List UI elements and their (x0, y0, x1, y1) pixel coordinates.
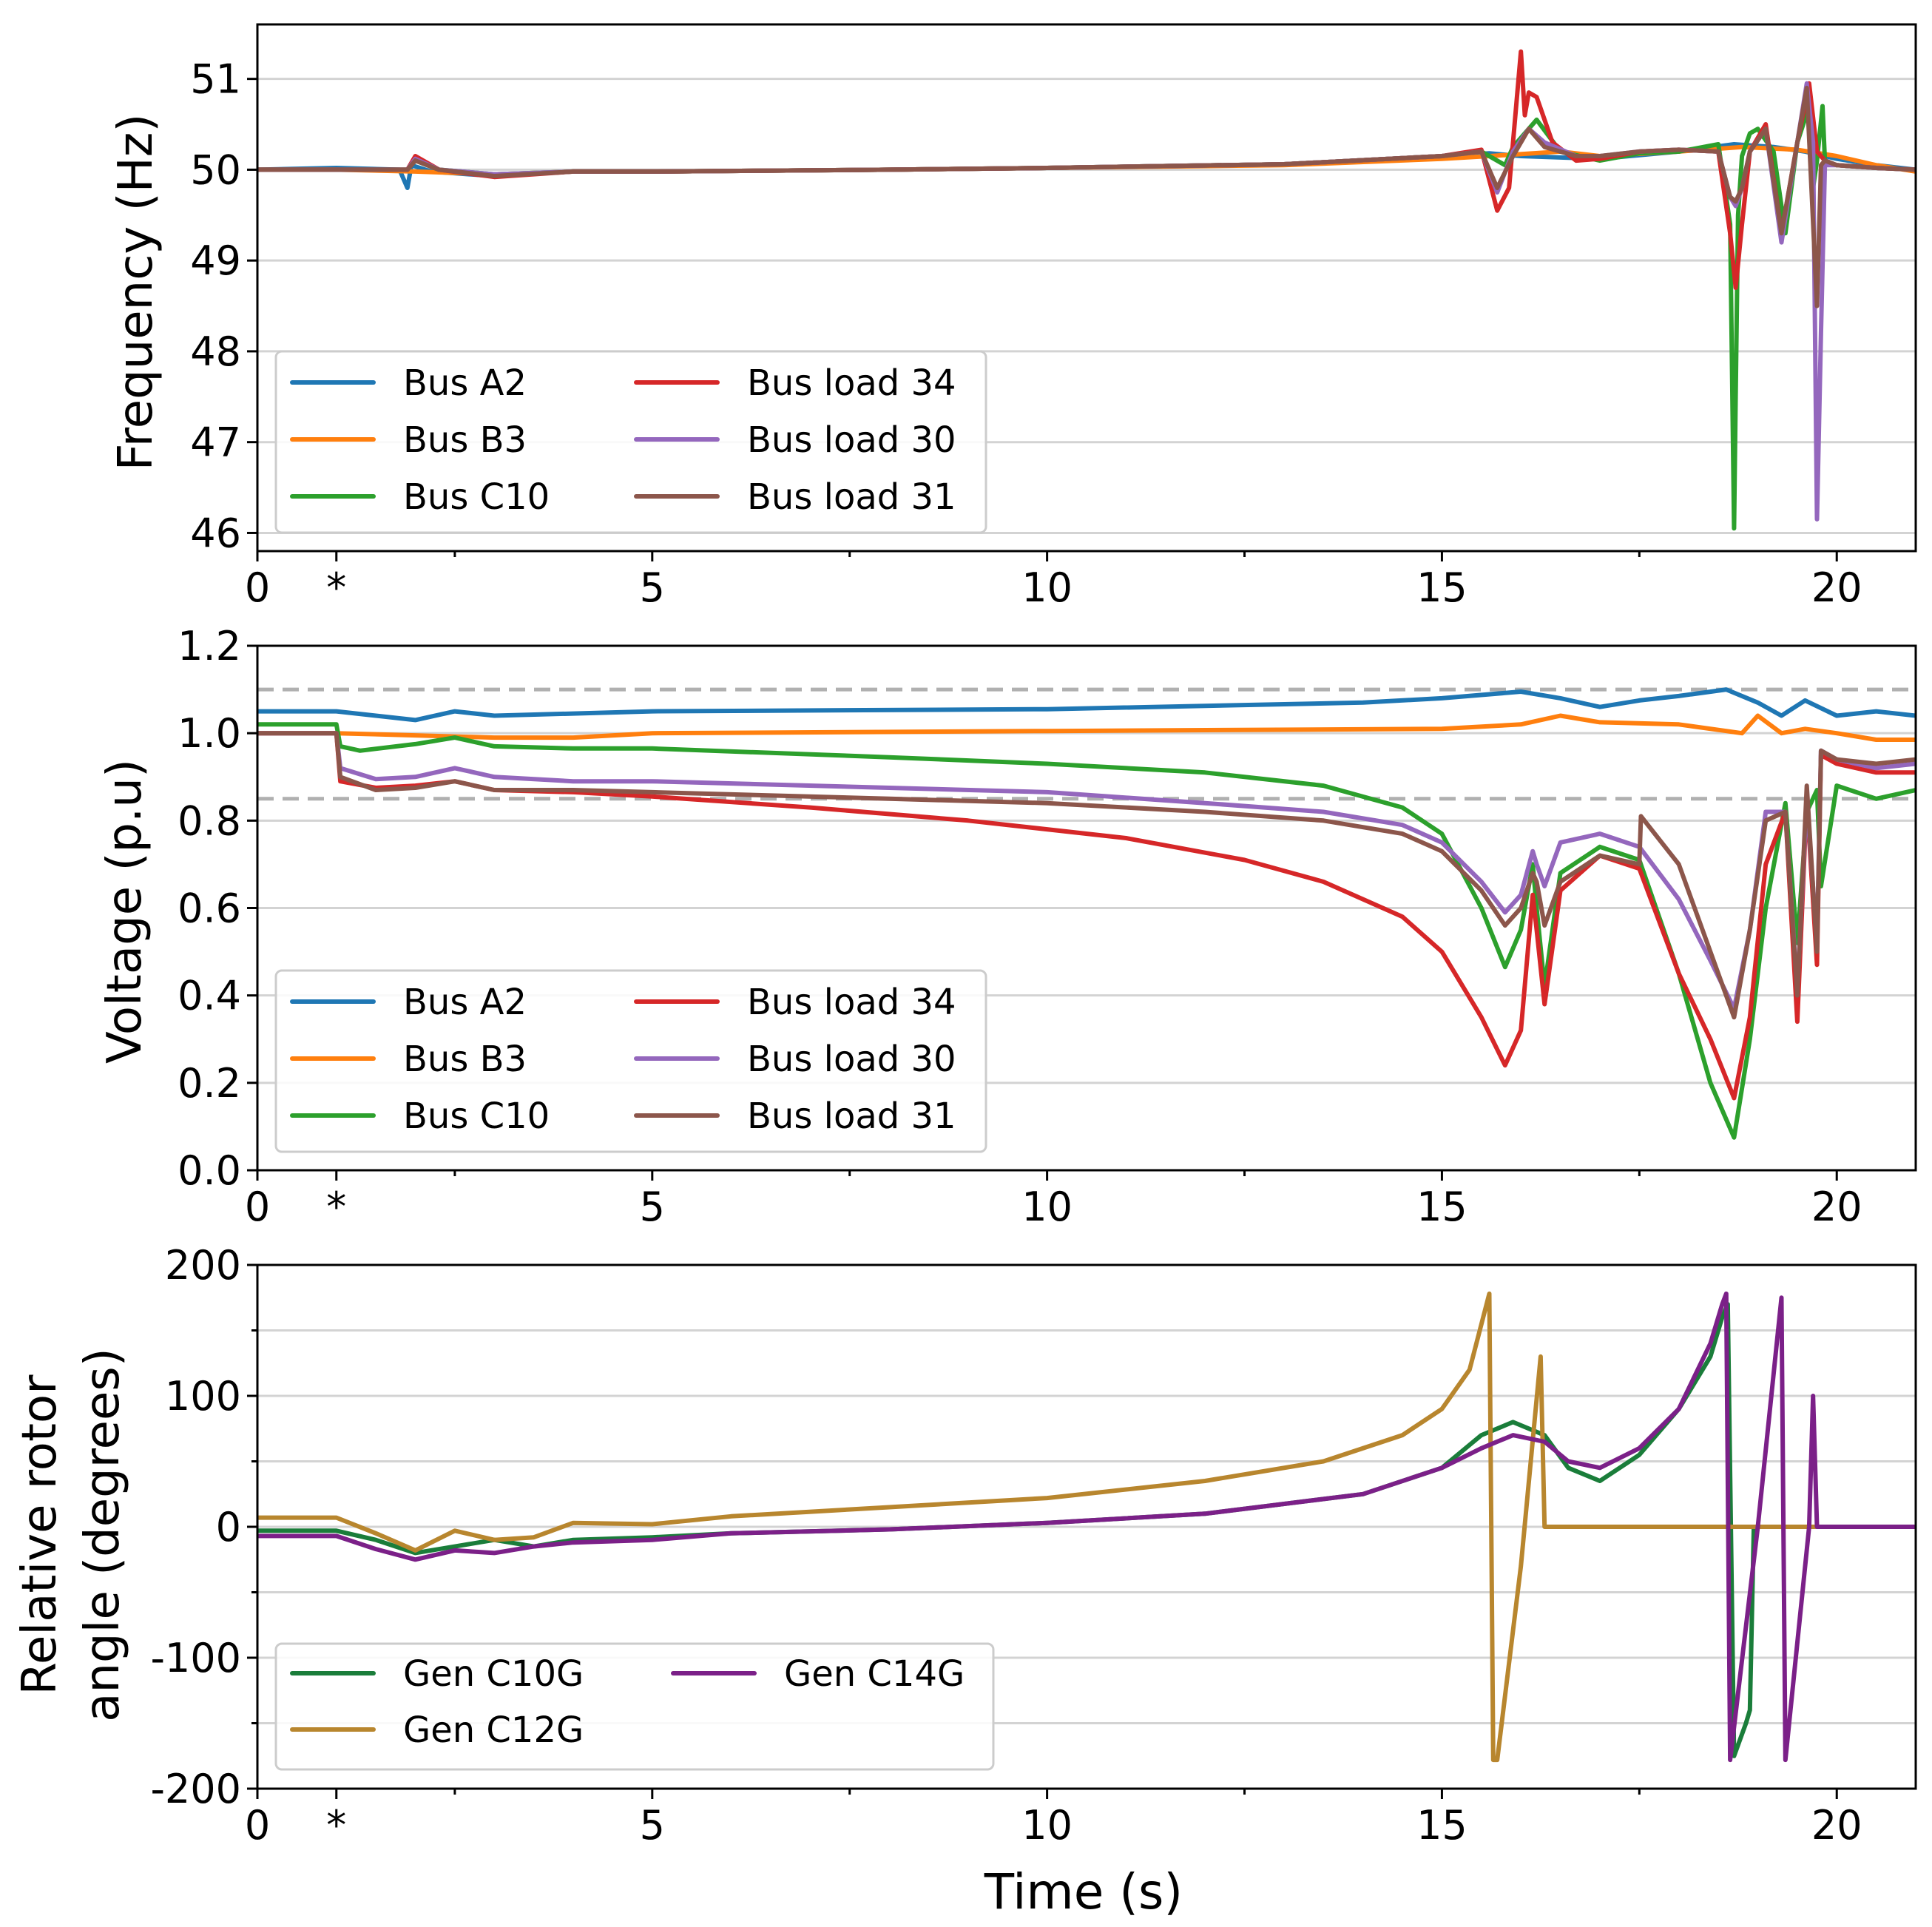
xtick-label: 0 (245, 1802, 270, 1849)
rotor-angle-legend: Gen C10G Gen C12G Gen C14G (274, 1642, 995, 1771)
time-xlabel: Time (s) (984, 1863, 1183, 1920)
series-line-bus-a2 (257, 687, 1916, 723)
ytick-label: 0.0 (178, 1147, 241, 1194)
series-line-bus-load-31 (257, 85, 1916, 308)
ytick-label: 0.8 (178, 797, 241, 844)
xtick-label: 0 (245, 1184, 270, 1230)
series-line-gen-c14g (257, 1291, 1916, 1763)
legend-label: Gen C10G (403, 1653, 584, 1695)
series-line-bus-c10 (257, 722, 1916, 1140)
ytick-label: 47 (190, 419, 241, 466)
legend-label: Bus B3 (403, 1039, 527, 1080)
legend-box (274, 1642, 995, 1771)
frequency-ylabel: Frequency (Hz) (109, 114, 163, 471)
ytick-label: 0 (216, 1504, 241, 1550)
xtick-label: 10 (1021, 564, 1073, 611)
xtick-label: 5 (640, 1802, 665, 1849)
legend-box (274, 350, 987, 534)
xtick-label: 0 (245, 564, 270, 611)
voltage-ylabel: Voltage (p.u) (98, 759, 152, 1064)
xtick-label: * (326, 1184, 346, 1230)
legend-label: Bus load 31 (747, 1096, 956, 1137)
series-line-bus-b3 (257, 713, 1916, 742)
ytick-label: 50 (190, 146, 241, 193)
xtick-label: 15 (1416, 564, 1467, 611)
voltage-legend: Bus A2 Bus B3 Bus C10 Bus load 34 Bus load 3… (274, 969, 987, 1153)
xtick-label: 15 (1416, 1184, 1467, 1230)
rotor-angle-ylabel-line-2: angle (degrees) (75, 1348, 130, 1721)
frequency-legend: Bus A2 Bus B3 Bus C10 Bus load 34 Bus load 3… (274, 350, 987, 534)
ytick-label: 49 (190, 237, 241, 284)
legend-label: Gen C12G (403, 1710, 584, 1751)
rotor-angle-series (257, 1291, 1916, 1763)
xtick-label: 10 (1021, 1802, 1073, 1849)
legend-label: Bus load 34 (747, 362, 956, 404)
xtick-label: 10 (1021, 1184, 1073, 1230)
legend-label: Bus load 30 (747, 419, 956, 461)
legend-label: Bus load 30 (747, 1039, 956, 1080)
ytick-label: 48 (190, 328, 241, 375)
legend-label: Bus B3 (403, 419, 527, 461)
ytick-label: 0.4 (178, 973, 241, 1019)
legend-label: Bus load 31 (747, 476, 956, 518)
legend-label: Gen C14G (784, 1653, 965, 1695)
ytick-label: 46 (190, 510, 241, 556)
xtick-label: 5 (640, 1184, 665, 1230)
ytick-label: 0.2 (178, 1060, 241, 1107)
ytick-label: 100 (165, 1373, 241, 1420)
xtick-label: 20 (1811, 564, 1862, 611)
legend-label: Bus load 34 (747, 982, 956, 1023)
frequency-plot-frame (256, 23, 1917, 553)
legend-label: Bus A2 (403, 362, 527, 404)
voltage-series (257, 687, 1916, 1140)
voltage-panel: 0.0 0.2 0.4 0.6 0.8 1.0 1.2 0 * 5 10 15 20 Voltage (… (98, 623, 1917, 1230)
ytick-label: -200 (150, 1766, 241, 1812)
xtick-label: 5 (640, 564, 665, 611)
ytick-label: -100 (150, 1635, 241, 1681)
xtick-label: 15 (1416, 1802, 1467, 1849)
ytick-label: 200 (165, 1242, 241, 1289)
xtick-label: * (326, 1802, 346, 1849)
ytick-label: 0.6 (178, 885, 241, 932)
xtick-label: * (326, 564, 346, 611)
legend-box (274, 969, 987, 1153)
series-line-bus-load-31 (257, 731, 1916, 1020)
ytick-label: 1.0 (178, 710, 241, 757)
rotor-angle-axes: -200 -100 0 100 200 0 * 5 10 15 20 (150, 1242, 1862, 1849)
legend-label: Bus C10 (403, 476, 550, 518)
legend-label: Bus A2 (403, 982, 527, 1023)
rotor-angle-ylabel-line-1: Relative rotor (13, 1374, 67, 1695)
voltage-axes: 0.0 0.2 0.4 0.6 0.8 1.0 1.2 0 * 5 10 15 20 (178, 623, 1862, 1230)
xtick-label: 20 (1811, 1802, 1862, 1849)
xtick-label: 20 (1811, 1184, 1862, 1230)
frequency-series (257, 49, 1916, 531)
ytick-label: 1.2 (178, 623, 241, 669)
ytick-label: 51 (190, 56, 241, 103)
legend-label: Bus C10 (403, 1096, 550, 1137)
series-line-gen-c12g (257, 1291, 1916, 1763)
